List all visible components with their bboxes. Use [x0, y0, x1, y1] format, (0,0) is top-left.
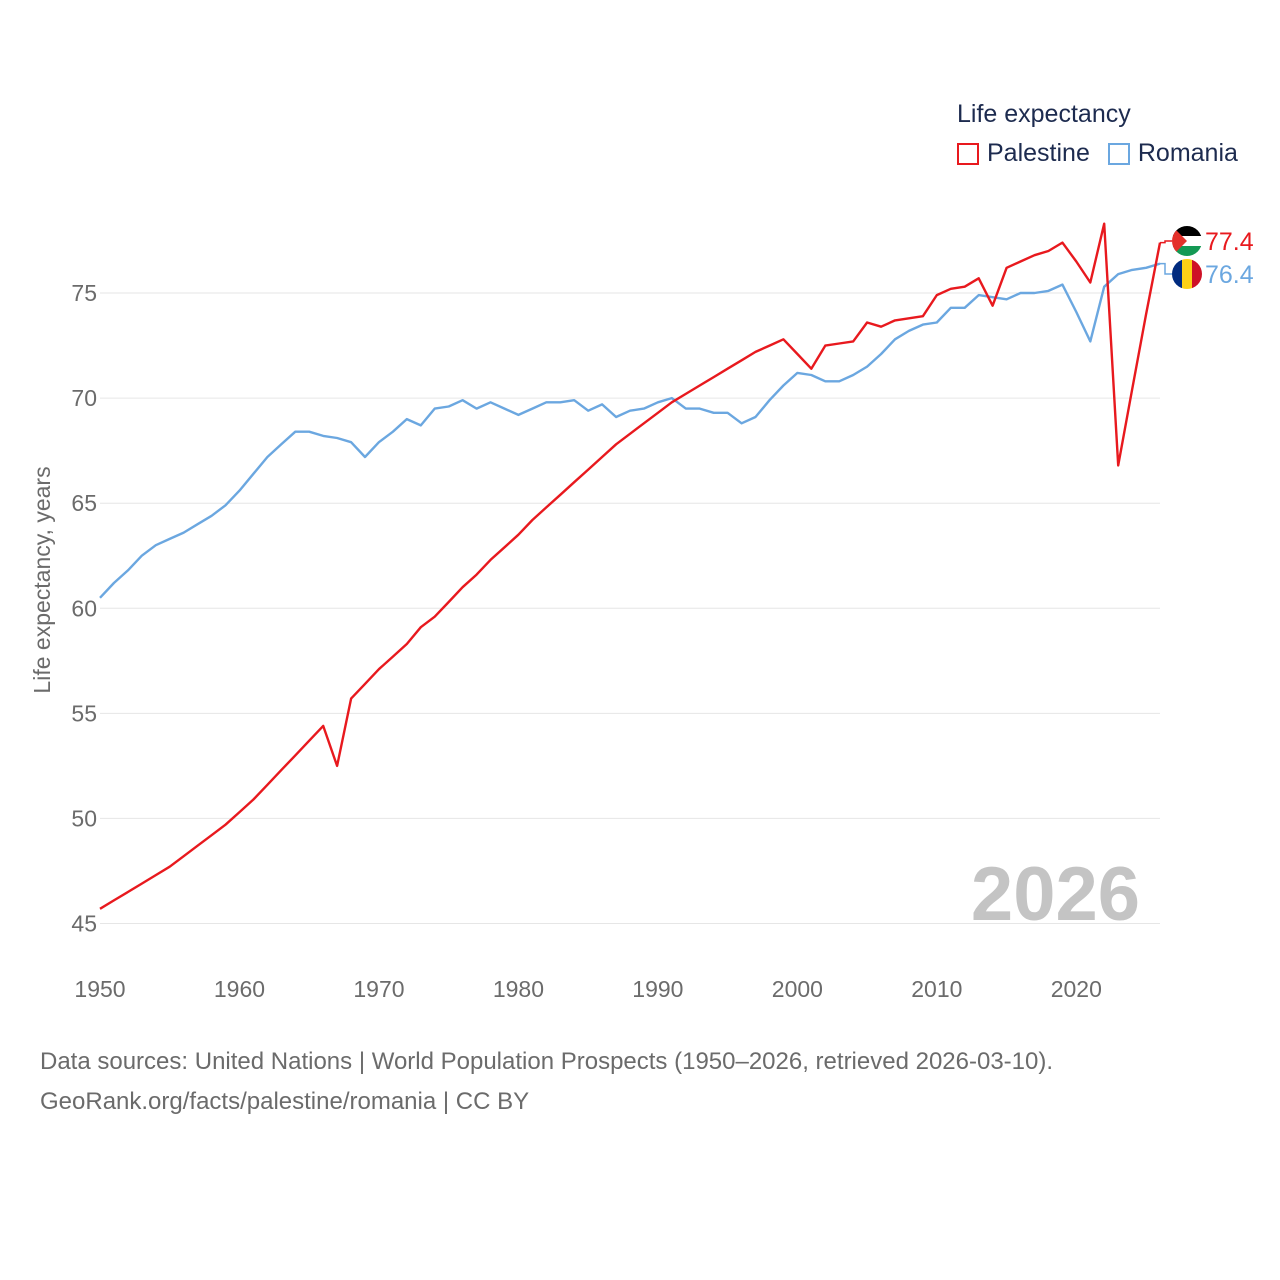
legend-item-romania[interactable]: Romania: [1107, 139, 1238, 168]
attribution-link[interactable]: GeoRank.org/facts/palestine/romania | CC…: [40, 1088, 530, 1115]
flag-romania: [1172, 259, 1202, 289]
series-line-palestine: [99, 222, 1162, 910]
flag-stripe-yellow: [1182, 259, 1192, 289]
legend-swatch-romania: [1107, 142, 1130, 165]
y-tick-label-50: 50: [71, 805, 97, 831]
flag-palestine: [1172, 226, 1202, 256]
leader-line-romania: [1160, 262, 1172, 275]
legend: Life expectancy Palestine Romania: [957, 100, 1256, 168]
flag-stripe-blue: [1172, 259, 1182, 289]
y-tick-labels: 45 50 55 60 65 70 75: [71, 280, 97, 936]
legend-swatch-palestine: [957, 142, 979, 165]
x-tick-labels: 1950 1960 1970 1980 1990 2000 2010 2020: [74, 976, 1101, 1002]
y-tick-label-60: 60: [71, 595, 97, 621]
x-tick-label-1980: 1980: [493, 976, 544, 1002]
x-tick-label-2010: 2010: [911, 976, 962, 1002]
flag-triangle-red: [1172, 226, 1187, 256]
y-axis-label: Life expectancy, years: [29, 466, 55, 693]
legend-label-romania: Romania: [1137, 139, 1238, 167]
series-end-labels: 77.4 76.4: [1160, 226, 1254, 289]
flag-body-romania: [1172, 259, 1202, 289]
series-line-romania: [99, 262, 1161, 599]
flag-body-palestine: [1172, 226, 1202, 256]
x-tick-label-1970: 1970: [353, 976, 404, 1002]
x-tick-label-2000: 2000: [772, 976, 823, 1002]
series-lines: [99, 222, 1162, 910]
flag-stripe-black: [1172, 226, 1202, 236]
line-chart: 45 50 55 60 65 70 75 1950 1960 1970 1980 1990 2000 2…: [29, 222, 1254, 1002]
y-tick-label-70: 70: [71, 385, 97, 411]
data-sources-text: Data sources: United Nations | World Pop…: [40, 1048, 1054, 1075]
x-tick-label-1950: 1950: [74, 976, 125, 1002]
flag-stripe-red: [1192, 259, 1202, 289]
y-tick-label-65: 65: [71, 490, 97, 516]
x-tick-label-2020: 2020: [1051, 976, 1102, 1002]
year-watermark: 2026: [971, 852, 1140, 937]
footer: Data sources: United Nations | World Pop…: [40, 1042, 1053, 1122]
flag-stripe-green: [1172, 246, 1202, 256]
end-value-palestine: 77.4: [1205, 228, 1254, 256]
y-tick-label-45: 45: [71, 910, 97, 936]
end-value-romania: 76.4: [1205, 261, 1254, 289]
legend-label-palestine: Palestine: [987, 139, 1090, 167]
legend-item-palestine[interactable]: Palestine: [957, 139, 1090, 168]
y-tick-label-55: 55: [71, 700, 97, 726]
gridlines: [100, 292, 1160, 924]
x-tick-label-1960: 1960: [214, 976, 265, 1002]
x-tick-label-1990: 1990: [632, 976, 683, 1002]
leader-line-palestine: [1160, 240, 1172, 244]
y-tick-label-75: 75: [71, 280, 97, 306]
legend-title: Life expectancy: [957, 100, 1131, 128]
